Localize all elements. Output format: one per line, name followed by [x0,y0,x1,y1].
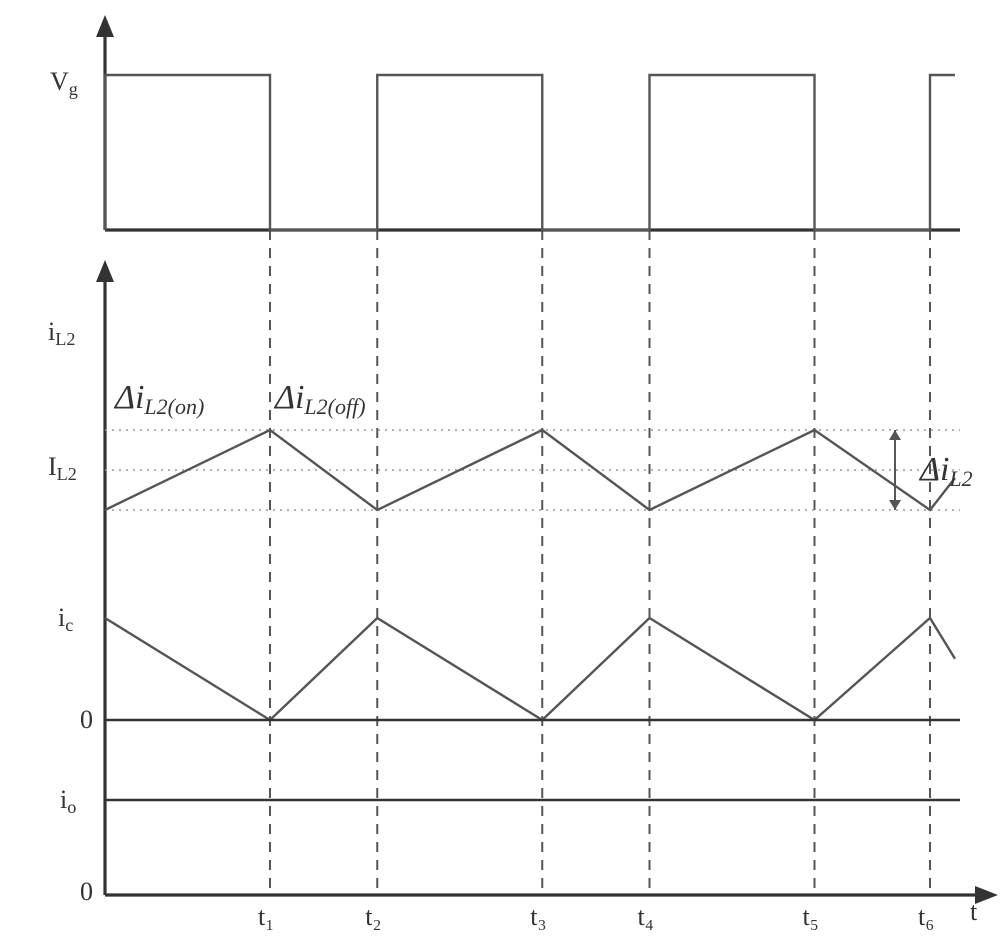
vg-waveform [105,75,955,230]
delta-iL2-off-label: ΔiL2(off) [273,379,366,419]
top-y-axis-arrow [96,15,114,37]
ic-label: ic [58,603,73,635]
delta-iL2-label: ΔiL2 [918,451,973,491]
delta-iL2-arrow-down [889,500,901,510]
iL2-label: iL2 [48,317,75,349]
delta-iL2-arrow-up [889,430,901,440]
time-tick-label: t₁ [258,902,274,931]
delta-iL2-on-label: ΔiL2(on) [113,379,204,419]
bottom-x-axis-arrow [975,886,998,904]
zero-label: 0 [80,705,93,734]
ic-waveform [105,618,955,720]
diagram-svg: Vg 0 t t₁ t₂ t₃ t₄ t₅ t₆ iL2 IL2 ΔiL2(on) ΔiL2(off) Δ… [0,0,1000,942]
time-tick-label: t₃ [530,902,546,931]
waveform-diagram: Vg 0 t t₁ t₂ t₃ t₄ t₅ t₆ iL2 IL2 ΔiL2(on) ΔiL2(off) Δ… [0,0,1000,942]
time-tick-label: t₆ [918,902,934,931]
IL2-mean-label: IL2 [48,452,77,484]
origin-zero-label: 0 [80,877,93,906]
vg-label: Vg [50,67,78,99]
time-axis-label: t [970,897,978,926]
bottom-y-axis-arrow [96,260,114,282]
time-tick-label: t₄ [638,902,654,931]
time-tick-label: t₅ [803,902,819,931]
time-tick-label: t₂ [365,902,381,931]
io-label: io [60,785,76,817]
